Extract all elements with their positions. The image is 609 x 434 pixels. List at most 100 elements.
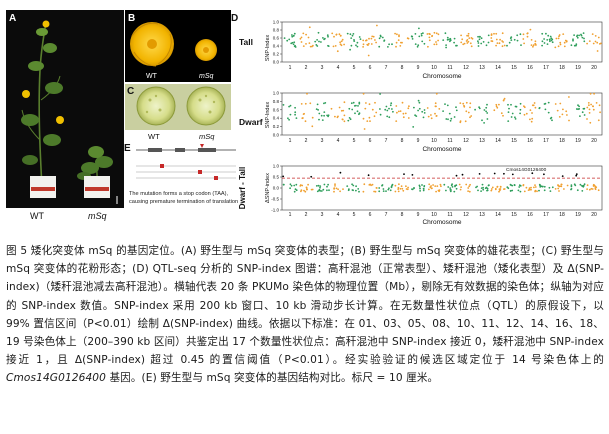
dwarf-point: [455, 109, 458, 112]
tall-point: [387, 46, 389, 48]
tall-point: [477, 45, 480, 47]
tall-point: [318, 40, 320, 43]
delta-point: [346, 185, 349, 188]
delta-plot: Dwarf - Tall ΔSNP-index 1.0 0.5 0.0 -0.5 -1.…: [238, 164, 603, 226]
delta-point: [494, 187, 497, 190]
dwarf-point: [589, 92, 592, 95]
dwarf-point: [389, 104, 392, 107]
delta-point: [339, 171, 342, 174]
delta-point: [320, 190, 323, 192]
delta-chromosome-label: 19: [575, 212, 581, 218]
dwarf-point: [427, 115, 430, 118]
tall-point: [460, 34, 462, 37]
dwarf-point: [514, 118, 517, 120]
delta-row-label: Dwarf - Tall: [238, 167, 247, 210]
dwarf-point: [434, 112, 436, 115]
delta-plot-frame: [281, 165, 603, 211]
tall-point: [558, 35, 560, 38]
dwarf-point: [404, 112, 407, 115]
dwarf-point: [407, 107, 410, 110]
delta-point: [465, 183, 468, 186]
tall-point: [545, 32, 547, 35]
delta-point: [378, 187, 381, 189]
delta-point: [458, 183, 461, 186]
tall-point: [498, 42, 501, 45]
tall-point: [581, 36, 584, 39]
dwarf-point: [395, 105, 398, 107]
tall-point: [300, 36, 303, 39]
dwarf-point: [500, 112, 503, 115]
delta-chromosome-label: 10: [431, 212, 437, 218]
dwarf-point: [483, 109, 486, 111]
dwarf-ylabel: SNP-Index: [265, 101, 271, 128]
dwarf-point: [295, 117, 298, 119]
delta-point: [560, 183, 563, 186]
dwarf-point: [578, 105, 580, 108]
delta-point: [559, 185, 561, 188]
tall-point: [350, 37, 353, 39]
dwarf-point: [426, 107, 429, 109]
dwarf-point: [392, 110, 394, 113]
tall-point: [508, 41, 511, 44]
dwarf-ytick-label: 0.6: [273, 107, 280, 112]
tall-chromosome-label: 7: [385, 65, 388, 71]
tall-point: [502, 41, 504, 43]
tall-point: [323, 38, 325, 41]
dwarf-point: [365, 102, 367, 104]
dwarf-y-ticks: 1.0 0.8 0.6 0.4 0.2 0.0: [273, 91, 282, 138]
tall-point: [411, 38, 414, 40]
dwarf-point: [503, 97, 506, 100]
tall-point: [420, 33, 423, 35]
wt-pollen-illustration: [136, 86, 176, 126]
dwarf-point: [549, 117, 552, 120]
tall-point: [594, 35, 597, 37]
tall-point: [526, 35, 529, 38]
tall-point: [416, 45, 419, 48]
tall-point: [435, 43, 438, 46]
delta-point: [322, 188, 325, 191]
dwarf-point: [351, 108, 354, 111]
tall-point: [445, 46, 447, 49]
tall-point: [547, 34, 550, 37]
tall-point: [501, 32, 504, 35]
dwarf-point: [302, 117, 304, 119]
tall-point: [307, 36, 310, 39]
dwarf-point: [390, 102, 393, 105]
tall-point: [513, 38, 516, 41]
delta-point: [319, 185, 322, 188]
delta-point: [294, 188, 297, 191]
tall-point: [596, 50, 599, 52]
delta-point: [581, 185, 584, 188]
tall-point: [557, 45, 560, 48]
tall-point: [422, 32, 424, 34]
dwarf-point: [342, 109, 345, 112]
tall-point: [338, 33, 341, 36]
dwarf-point: [364, 107, 367, 110]
tall-point: [490, 37, 493, 39]
panel-b-label-wt: WT: [146, 73, 158, 80]
tall-point: [388, 43, 390, 46]
delta-point: [382, 190, 385, 193]
delta-point: [289, 187, 291, 190]
delta-point: [307, 183, 309, 186]
msq-pollen-illustration: [186, 86, 226, 126]
delta-point: [430, 187, 433, 190]
delta-point: [481, 183, 484, 186]
delta-chromosome-label: 9: [417, 212, 420, 218]
tall-point: [530, 44, 533, 46]
tall-point: [532, 44, 535, 47]
dwarf-chromosome-label: 16: [527, 138, 533, 144]
delta-point: [511, 189, 514, 192]
figure-caption: 图 5 矮化突变体 mSq 的基因定位。(A) 野生型与 mSq 突变体的表型；…: [6, 242, 604, 388]
delta-point: [317, 184, 320, 187]
dwarf-point: [455, 106, 457, 109]
tall-point: [291, 34, 293, 36]
tall-point: [293, 41, 296, 44]
dwarf-point: [554, 103, 557, 105]
tall-point: [305, 33, 307, 36]
tall-point: [379, 34, 382, 37]
tall-point: [316, 39, 318, 41]
tall-point: [449, 37, 452, 40]
delta-point: [355, 185, 357, 188]
